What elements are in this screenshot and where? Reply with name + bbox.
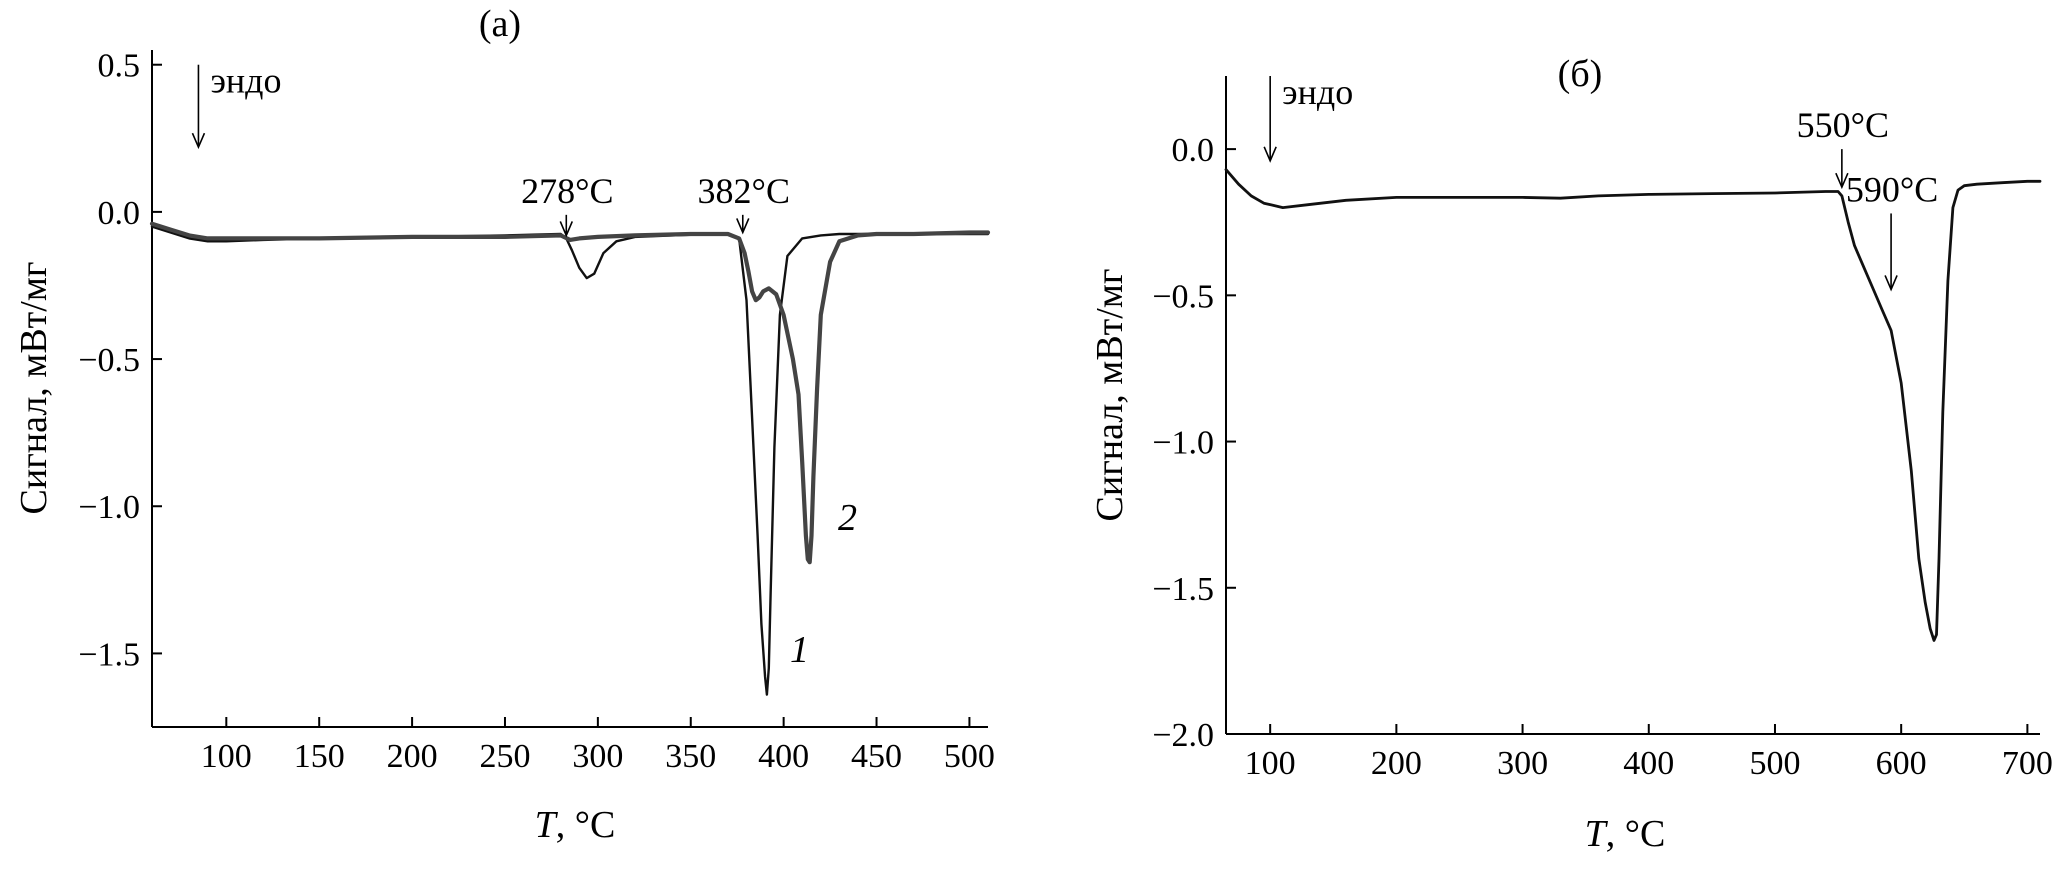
panel-a-ticks: 100 150 200 250 300 350 400 450 500 0.5 0.0 −0.5 −1.…: [78, 48, 995, 775]
panel-b-annotation-label: 590°C: [1846, 169, 1938, 209]
panel-a-x-tick-label: 400: [758, 738, 809, 775]
panel-b-x-tick-label: 700: [2002, 745, 2053, 782]
panel-b-x-tick-label: 100: [1245, 745, 1296, 782]
panel-a-series-line-1: [150, 225, 990, 696]
panel-b-x-tick-label: 300: [1497, 745, 1548, 782]
panel-a-axis-title-group: T, °C Сигнал, мВт/мг: [13, 262, 615, 846]
panel-a-x-tick-label: 300: [572, 738, 623, 775]
panel-b-label: (б): [1558, 53, 1603, 95]
panel-a-x-tick-label: 500: [944, 738, 995, 775]
panel-b-y-tick-label: −1.5: [1152, 571, 1214, 608]
panel-a-series-line-2: [149, 221, 991, 565]
panel-b-ticks: 100 200 300 400 500 600 700 0.0 −0.5 −1.0 −1.5 −2.0: [1152, 132, 2053, 782]
panel-a-x-tick-label: 150: [294, 738, 345, 775]
panel-b-annotations: эндо 550°C 590°C: [1263, 72, 1938, 292]
panel-b-annotation-label: 550°C: [1797, 105, 1889, 145]
panel-a-x-axis-title: T, °C: [535, 804, 616, 846]
panel-a-y-tick-label: 0.0: [98, 195, 141, 232]
panel-a-annotation-arrowhead: [559, 221, 574, 238]
panel-b-y-tick-label: −2.0: [1152, 717, 1214, 754]
panel-b-y-axis-title: Сигнал, мВт/мг: [1089, 269, 1131, 522]
panel-b-y-tick-label: 0.0: [1172, 132, 1215, 169]
panel-a-x-axis-var: T: [535, 804, 559, 846]
panel-a-annotation-label: эндо: [210, 61, 281, 101]
panel-a-y-tick-label: −1.0: [78, 489, 140, 526]
panel-a-series: [149, 221, 991, 696]
panel-b: (б) T, °C Сигнал, мВт/мг 100 200 300 400 500…: [1089, 53, 2053, 855]
panel-b-x-tick-label: 600: [1876, 745, 1927, 782]
panel-b-series-line-1: [1224, 168, 2042, 642]
panel-b-x-axis-unit: , °C: [1606, 813, 1666, 855]
panel-b-annotation-arrowhead: [1835, 172, 1849, 190]
panel-b-series: [1224, 168, 2042, 642]
panel-b-annotation-arrowhead: [1263, 146, 1277, 163]
panel-a-annotation-label: 278°C: [521, 171, 613, 211]
panel-b-x-tick-label: 400: [1623, 745, 1674, 782]
panel-b-annotation-arrowhead: [1884, 275, 1898, 292]
panel-a-x-tick-label: 200: [387, 738, 438, 775]
panel-b-x-axis-title: T, °C: [1585, 813, 1666, 855]
panel-a-x-axis-unit: , °C: [556, 804, 616, 846]
panel-a-x-tick-label: 250: [479, 738, 530, 775]
panel-a-y-tick-label: −1.5: [78, 636, 140, 673]
panel-b-x-tick-label: 500: [1749, 745, 1800, 782]
panel-a-annotation-arrowhead: [736, 218, 750, 235]
panel-a-x-tick-label: 350: [665, 738, 716, 775]
panel-b-y-tick-label: −1.0: [1152, 425, 1214, 462]
panel-b-x-tick-label: 200: [1371, 745, 1422, 782]
panel-a: (а) T, °C Сигнал, мВт/мг 100 150 200 250 300…: [13, 3, 995, 846]
panel-a-curve-label-1: 1: [790, 629, 809, 671]
panel-b-annotation-label: эндо: [1282, 72, 1353, 112]
panel-a-annotation-label: 382°C: [698, 171, 790, 211]
panel-a-annotation-arrowhead: [191, 132, 206, 150]
panel-a-x-tick-label: 100: [201, 738, 252, 775]
panel-b-x-axis-var: T: [1585, 813, 1609, 855]
panel-b-y-tick-label: −0.5: [1152, 278, 1214, 315]
panel-a-y-tick-label: −0.5: [78, 342, 140, 379]
panel-a-label: (а): [479, 3, 521, 45]
panel-a-y-axis-title: Сигнал, мВт/мг: [13, 262, 55, 515]
panel-a-curve-label-2: 2: [838, 497, 857, 539]
panel-a-annotations: эндо 278°C 382°C: [191, 61, 790, 238]
panel-a-y-tick-label: 0.5: [98, 48, 141, 85]
panel-a-x-tick-label: 450: [851, 738, 902, 775]
